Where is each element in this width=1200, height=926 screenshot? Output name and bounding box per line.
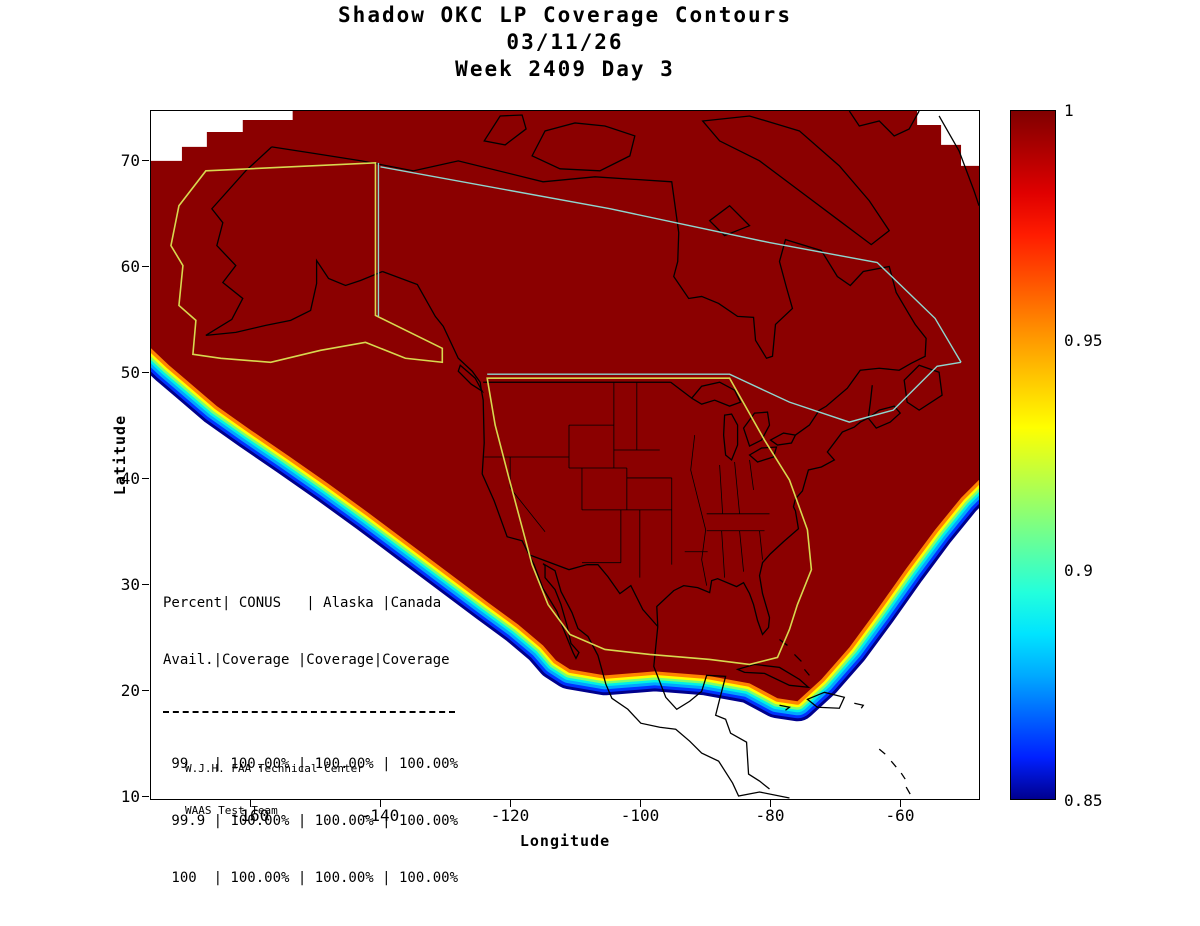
vancouver-island-line xyxy=(457,364,484,394)
x-tick-label: -80 xyxy=(755,806,785,825)
y-tick-mark xyxy=(142,160,149,161)
x-tick-label: -160 xyxy=(230,806,270,825)
y-tick-label: 10 xyxy=(120,787,140,806)
y-tick-label: 70 xyxy=(120,151,140,170)
x-tick-label: -60 xyxy=(885,806,915,825)
plot-area xyxy=(150,110,980,800)
x-tick-mark xyxy=(900,800,901,807)
service-volume-boundaries-yellow xyxy=(170,162,813,666)
x-tick-mark xyxy=(640,800,641,807)
title-line-3: Week 2409 Day 3 xyxy=(455,57,675,81)
canada-service-boundary-south xyxy=(487,361,962,423)
us-canada-border-line xyxy=(483,381,820,436)
y-tick-mark xyxy=(142,266,149,267)
state-borders xyxy=(484,382,770,586)
alaska-coast-line xyxy=(205,146,383,336)
labrador-hudson-bay-arctic-line xyxy=(271,146,927,411)
colorbar-tick-label: 0.9 xyxy=(1064,561,1093,580)
canada-service-boundary-north xyxy=(380,166,962,363)
x-axis-label: Longitude xyxy=(519,832,611,850)
newfoundland-outline xyxy=(903,364,943,411)
great-lakes-outline xyxy=(690,381,797,463)
arctic-islands-outline xyxy=(483,111,979,246)
y-tick-label: 60 xyxy=(120,257,140,276)
x-tick-label: -120 xyxy=(490,806,530,825)
y-tick-label: 20 xyxy=(120,681,140,700)
colorbar-tick-label: 1 xyxy=(1064,101,1074,120)
x-tick-mark xyxy=(770,800,771,807)
colorbar-tick-label: 0.95 xyxy=(1064,331,1103,350)
coverage-region xyxy=(151,111,979,702)
gulf-atlantic-coast-line xyxy=(656,417,869,636)
x-tick-mark xyxy=(510,800,511,807)
st-lawrence-line xyxy=(867,385,873,419)
y-axis-label: Latitude xyxy=(111,414,129,496)
y-tick-label: 50 xyxy=(120,363,140,382)
plot-title: Shadow OKC LP Coverage Contours 03/11/26… xyxy=(150,2,980,83)
us-mexico-border-line xyxy=(528,554,659,627)
y-tick-mark xyxy=(142,690,149,691)
colorbar-tick-label: 0.85 xyxy=(1064,791,1103,810)
title-line-1: Shadow OKC LP Coverage Contours xyxy=(338,3,792,27)
x-tick-label: -100 xyxy=(620,806,660,825)
coverage-table-row-100: 100 | 100.00% | 100.00% | 100.00% xyxy=(163,870,459,886)
y-tick-mark xyxy=(142,372,149,373)
title-line-2: 03/11/26 xyxy=(506,30,624,54)
pacific-coast-line xyxy=(382,270,790,799)
mexico-gulf-coast-line xyxy=(653,626,770,790)
y-tick-mark xyxy=(142,584,149,585)
x-tick-label: -140 xyxy=(360,806,400,825)
y-tick-mark xyxy=(142,478,149,479)
y-tick-label: 30 xyxy=(120,575,140,594)
x-tick-mark xyxy=(380,800,381,807)
y-tick-label: 40 xyxy=(120,469,140,488)
x-tick-mark xyxy=(250,800,251,807)
state-border-lines xyxy=(484,382,770,586)
coverage-map xyxy=(151,111,979,799)
conus-service-boundary xyxy=(486,377,813,666)
colorbar xyxy=(1010,110,1056,800)
y-tick-mark xyxy=(142,796,149,797)
service-volume-boundaries-cyan xyxy=(377,162,962,423)
nova-scotia-line xyxy=(867,405,902,429)
alaska-service-boundary xyxy=(170,162,444,364)
